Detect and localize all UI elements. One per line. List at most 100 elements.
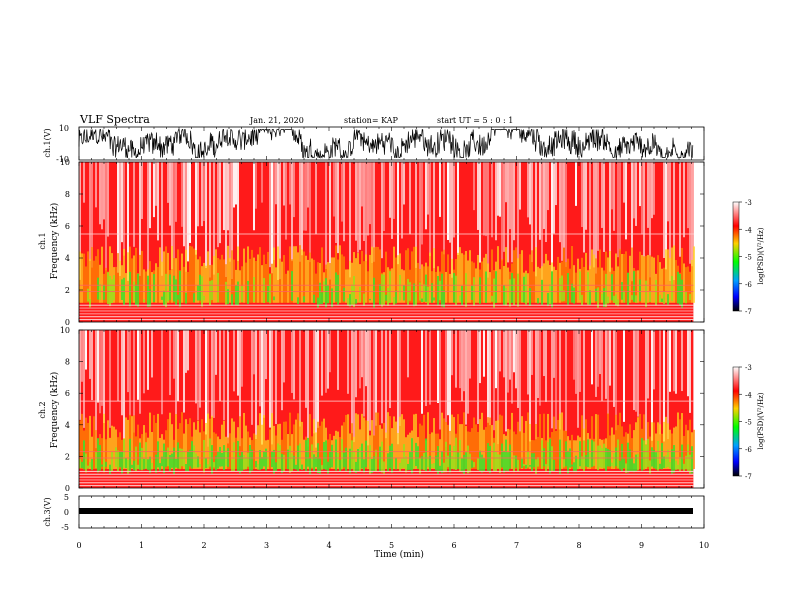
spectrogram-column xyxy=(313,259,315,303)
time-tick-label: 9 xyxy=(639,541,644,550)
spectrogram-column xyxy=(301,249,303,303)
spectrogram-column xyxy=(679,419,681,470)
spectrogram-column xyxy=(431,463,433,468)
spectrogram-column xyxy=(375,449,377,472)
spectrogram-column xyxy=(261,162,263,203)
spectrogram-column xyxy=(253,330,255,375)
spectrogram-column xyxy=(619,460,621,470)
spectrogram-column xyxy=(583,330,585,441)
spectrogram-column xyxy=(225,162,227,278)
spectrogram-column xyxy=(423,284,425,302)
spectrogram-column xyxy=(353,451,355,473)
spectrogram-column xyxy=(619,412,621,470)
spectrogram-column xyxy=(203,295,205,301)
ch1-spectrogram-image xyxy=(79,162,695,322)
spectrogram-column xyxy=(571,464,573,467)
spectrogram-column xyxy=(385,251,387,303)
spectrogram-line xyxy=(79,470,694,472)
spectrogram-column xyxy=(219,330,221,402)
spectrogram-column xyxy=(363,293,365,306)
spectrogram-column xyxy=(563,162,565,248)
spectrogram-column xyxy=(119,451,121,468)
spectrogram-column xyxy=(613,453,615,468)
spectrogram-column xyxy=(621,253,623,303)
spectrogram-column xyxy=(99,330,101,414)
spectrogram-column xyxy=(321,292,323,305)
spectrogram-column xyxy=(427,456,429,468)
spectrogram-column xyxy=(351,262,353,303)
spectrogram-column xyxy=(109,330,111,428)
spectrogram-column xyxy=(661,268,663,303)
frequency-tick-label: 10 xyxy=(60,326,70,335)
spectrogram-column xyxy=(435,271,437,303)
spectrogram-column xyxy=(421,330,423,414)
spectrogram-column xyxy=(101,162,103,230)
spectrogram-column xyxy=(93,416,95,470)
spectrogram-column xyxy=(235,285,237,305)
spectrogram-column xyxy=(291,453,293,472)
spectrogram-column xyxy=(415,442,417,467)
spectrogram-column xyxy=(177,442,179,469)
spectrogram-column xyxy=(491,425,493,470)
spectrogram-column xyxy=(161,261,163,303)
spectrogram-column xyxy=(297,252,299,303)
spectrogram-column xyxy=(215,249,217,303)
spectrogram-column xyxy=(119,432,121,470)
spectrogram-column xyxy=(199,330,201,408)
spectrogram-column xyxy=(247,246,249,303)
spectrogram-column xyxy=(517,162,519,274)
spectrogram-column xyxy=(429,252,431,303)
spectrogram-column xyxy=(599,330,601,375)
spectrogram-column xyxy=(295,464,297,470)
spectrogram-column xyxy=(567,273,569,305)
spectrogram-column xyxy=(245,457,247,470)
spectrogram-column xyxy=(601,293,603,301)
spectrogram-column xyxy=(565,441,567,467)
spectrogram-column xyxy=(395,290,397,304)
spectrogram-column xyxy=(211,445,213,474)
spectrogram-column xyxy=(309,414,311,470)
spectrogram-column xyxy=(299,330,301,427)
ch2-spectrogram-panel: 0 2 4 6 8 10 ch.2 Frequency (kHz) xyxy=(38,326,705,493)
spectrogram-column xyxy=(289,445,291,473)
spectrogram-column xyxy=(177,294,179,300)
spectrogram-column xyxy=(683,463,685,472)
spectrogram-column xyxy=(609,330,611,386)
spectrogram-column xyxy=(603,443,605,469)
spectrogram-column xyxy=(441,450,443,474)
spectrogram-column xyxy=(659,424,661,470)
spectrogram-column xyxy=(329,451,331,468)
spectrogram-column xyxy=(217,451,219,469)
spectrogram-column xyxy=(675,460,677,470)
spectrogram-column xyxy=(495,451,497,472)
spectrogram-column xyxy=(521,250,523,303)
spectrogram-column xyxy=(217,272,219,303)
spectrogram-column xyxy=(595,258,597,303)
spectrogram-column xyxy=(107,272,109,304)
spectrogram-column xyxy=(539,414,541,470)
spectrogram-column xyxy=(339,245,341,303)
spectrogram-column xyxy=(185,292,187,304)
spectrogram-column xyxy=(235,437,237,470)
spectrogram-column xyxy=(481,412,483,470)
spectrogram-column xyxy=(581,257,583,303)
spectrogram-column xyxy=(583,440,585,472)
spectrogram-column xyxy=(667,294,669,305)
spectrogram-column xyxy=(513,330,515,373)
spectrogram-column xyxy=(139,442,141,471)
spectrogram-column xyxy=(109,246,111,303)
spectrogram-column xyxy=(443,462,445,473)
spectrogram-column xyxy=(355,330,357,398)
spectrogram-column xyxy=(387,412,389,470)
spectrogram-column xyxy=(661,443,663,470)
spectrogram-column xyxy=(227,330,229,444)
spectrogram-column xyxy=(163,251,165,303)
spectrogram-column xyxy=(89,461,91,468)
spectrogram-column xyxy=(383,162,385,232)
spectrogram-column xyxy=(111,451,113,472)
spectrogram-column xyxy=(247,431,249,470)
spectrogram-column xyxy=(407,463,409,471)
spectrogram-column xyxy=(509,279,511,307)
spectrogram-column xyxy=(471,428,473,470)
spectrogram-column xyxy=(169,455,171,471)
